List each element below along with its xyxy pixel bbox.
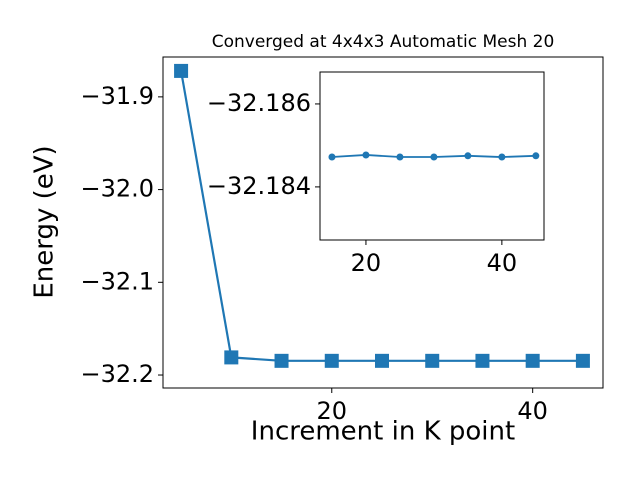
- y-tick-label: −32.186: [207, 89, 311, 117]
- x-tick-label: 40: [517, 397, 548, 425]
- marker: [224, 350, 239, 365]
- marker: [464, 152, 472, 160]
- y-tick-label: −32.184: [207, 172, 311, 200]
- x-tick-label: 40: [487, 249, 518, 277]
- x-axis-label: Increment in K point: [251, 417, 515, 447]
- marker: [328, 153, 336, 161]
- x-tick-label: 20: [351, 249, 382, 277]
- marker: [425, 353, 440, 368]
- marker: [430, 153, 438, 161]
- marker: [396, 153, 404, 161]
- x-tick-label: 20: [316, 397, 347, 425]
- marker: [532, 152, 540, 160]
- chart-title: Converged at 4x4x3 Automatic Mesh 20: [212, 32, 555, 52]
- y-tick-label: −32.2: [80, 360, 154, 388]
- axes-frame: [162, 56, 604, 389]
- marker: [575, 353, 590, 368]
- marker: [525, 353, 540, 368]
- marker: [324, 353, 339, 368]
- y-tick-label: −31.9: [80, 82, 154, 110]
- y-tick-label: −32.1: [80, 267, 154, 295]
- marker: [174, 63, 189, 78]
- y-tick-label: −32.0: [80, 175, 154, 203]
- marker: [374, 353, 389, 368]
- marker: [475, 353, 490, 368]
- marker: [498, 153, 506, 161]
- marker: [274, 353, 289, 368]
- y-axis-label: Energy (eV): [30, 145, 60, 298]
- axes-frame: [319, 71, 545, 241]
- marker: [362, 151, 370, 159]
